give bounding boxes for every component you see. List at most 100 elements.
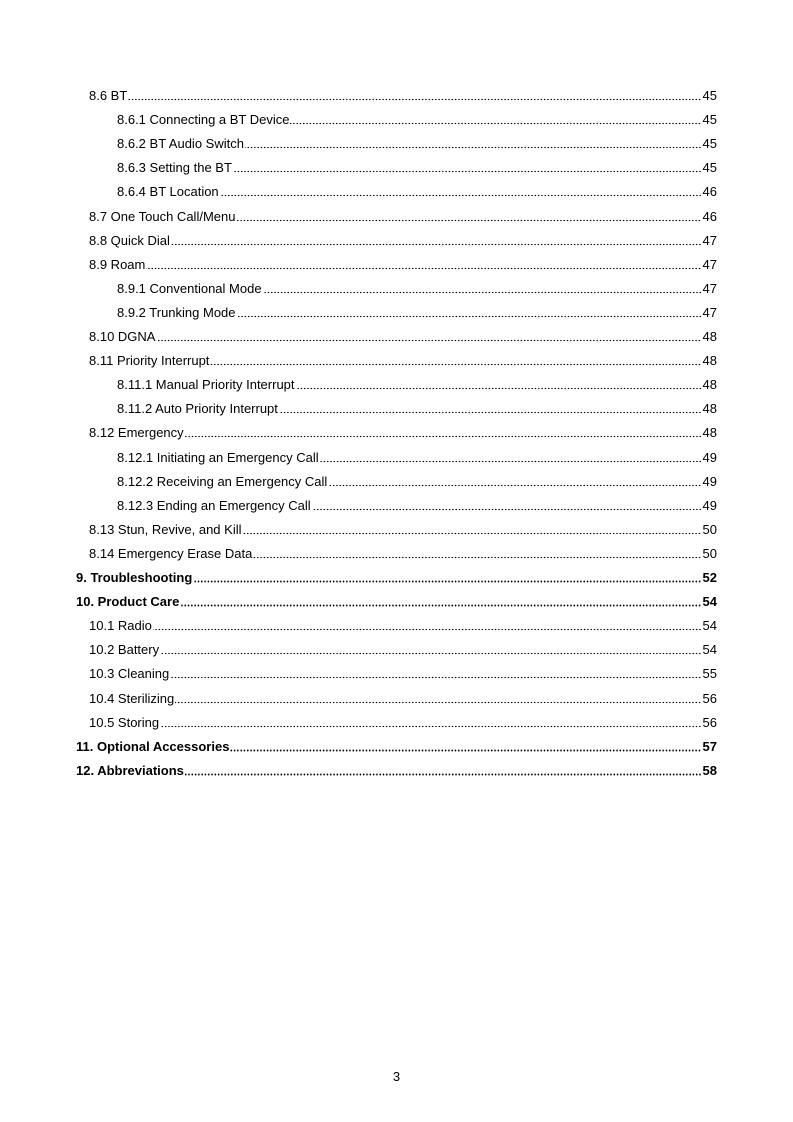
- toc-entry-title: 8.9.2 Trunking Mode: [117, 304, 236, 320]
- dot-leader: [210, 363, 702, 367]
- toc-entry-title: 8.6 BT: [89, 88, 128, 103]
- toc-entry-title: 8.12 Emergency: [89, 425, 184, 441]
- toc-entry[interactable]: 8.6 BT 45: [89, 86, 717, 104]
- toc-entry-title: 12. Abbreviations: [76, 762, 184, 778]
- toc-entry-page: 47: [702, 256, 717, 272]
- toc-entry-title: 8.7 One Touch Call/Menu: [89, 208, 236, 224]
- toc-entry-page: 45: [702, 112, 717, 128]
- toc-entry-page: 50: [702, 521, 717, 537]
- dot-leader: [180, 604, 702, 608]
- toc-entry[interactable]: 8.8 Quick Dial 47: [89, 231, 717, 249]
- toc-entry[interactable]: 8.6.3 Setting the BT 45: [117, 158, 717, 176]
- dot-leader: [328, 483, 702, 487]
- toc-entry[interactable]: 10.1 Radio 54: [89, 616, 717, 634]
- toc-entry-page: 46: [702, 184, 717, 200]
- toc-entry[interactable]: 8.9.2 Trunking Mode 47: [117, 303, 717, 321]
- toc-entry[interactable]: 9. Troubleshooting 52: [76, 568, 717, 586]
- toc-entry[interactable]: 8.9.1 Conventional Mode 47: [117, 279, 717, 297]
- toc-entry[interactable]: 8.12 Emergency 48: [89, 423, 717, 441]
- toc-entry-title: 10.1 Radio: [89, 618, 152, 634]
- toc-entry[interactable]: 8.6.4 BT Location 46: [117, 182, 717, 200]
- toc-entry-page: 47: [702, 232, 717, 248]
- toc-entry-page: 54: [702, 618, 717, 634]
- toc-entry-title: 8.13 Stun, Revive, and Kill: [89, 521, 242, 537]
- dot-leader: [219, 194, 702, 198]
- dot-leader: [236, 314, 702, 318]
- page-number: 3: [392, 1069, 401, 1084]
- dot-leader: [253, 555, 702, 559]
- toc-entry[interactable]: 8.11.1 Manual Priority Interrupt 48: [117, 375, 717, 393]
- toc-entry[interactable]: 8.9 Roam 47: [89, 255, 717, 273]
- dot-leader: [175, 700, 702, 704]
- toc-entry[interactable]: 8.6.2 BT Audio Switch 45: [117, 134, 717, 152]
- toc-entry[interactable]: 8.12.2 Receiving an Emergency Call 49: [117, 472, 717, 490]
- toc-entry-page: 45: [702, 136, 717, 152]
- toc-entry-page: 55: [702, 666, 717, 682]
- toc-entry-page: 56: [702, 714, 717, 730]
- toc-entry-title: 8.6.2 BT Audio Switch: [117, 136, 244, 152]
- toc-entry-page: 54: [702, 642, 717, 658]
- toc-entry-title: 8.12.3 Ending an Emergency Call: [117, 497, 311, 513]
- dot-leader: [290, 122, 702, 126]
- toc-entry-page: 48: [702, 353, 717, 369]
- toc-entry-title: 8.11.1 Manual Priority Interrupt: [117, 377, 295, 393]
- toc-entry-title: 10.3 Cleaning: [89, 666, 170, 682]
- toc-entry-title: 10. Product Care: [76, 594, 180, 610]
- toc-entry-page: 46: [702, 208, 717, 224]
- toc-entry-title: 8.12.2 Receiving an Emergency Call: [117, 473, 328, 489]
- toc-entry[interactable]: 8.14 Emergency Erase Data 50: [89, 544, 717, 562]
- dot-leader: [311, 507, 702, 511]
- dot-leader: [146, 266, 702, 270]
- dot-leader: [156, 339, 702, 342]
- toc-entry-title: 10.5 Storing: [89, 714, 160, 730]
- toc-entry[interactable]: 11. Optional Accessories 57: [76, 737, 717, 755]
- toc-entry-title: 8.9 Roam: [89, 256, 146, 272]
- toc-entry-title: 8.6.1 Connecting a BT Device: [117, 112, 290, 128]
- toc-entry-title: 11. Optional Accessories: [76, 738, 230, 754]
- dot-leader: [170, 676, 702, 680]
- toc-entry[interactable]: 10.2 Battery 54: [89, 640, 717, 658]
- dot-leader: [278, 411, 702, 415]
- toc-entry-page: 49: [702, 449, 717, 465]
- dot-leader: [232, 170, 702, 174]
- toc-entry[interactable]: 8.12.3 Ending an Emergency Call 49: [117, 496, 717, 514]
- dot-leader: [193, 580, 702, 583]
- toc-entry-page: 47: [702, 280, 717, 296]
- toc-entry-title: 8.12.1 Initiating an Emergency Call: [117, 449, 319, 465]
- toc-entry-page: 48: [702, 425, 717, 441]
- toc-entry-page: 45: [702, 160, 717, 176]
- toc-entry-page: 45: [702, 88, 717, 103]
- dot-leader: [160, 652, 702, 656]
- toc-entry-page: 49: [702, 473, 717, 489]
- toc-entry[interactable]: 10.3 Cleaning 55: [89, 664, 717, 682]
- toc-entry-title: 8.14 Emergency Erase Data: [89, 545, 253, 561]
- toc-entry[interactable]: 10.5 Storing 56: [89, 713, 717, 731]
- dot-leader: [152, 628, 702, 632]
- toc-entry[interactable]: 10. Product Care 54: [76, 592, 717, 610]
- toc-entry-page: 47: [702, 304, 717, 320]
- toc-entry-title: 8.11 Priority Interrupt: [89, 353, 210, 369]
- toc-entry-title: 10.4 Sterilizing: [89, 690, 175, 706]
- toc-entry[interactable]: 8.11 Priority Interrupt 48: [89, 351, 717, 369]
- toc-entry-page: 48: [702, 401, 717, 417]
- toc-entry[interactable]: 12. Abbreviations 58: [76, 761, 717, 779]
- dot-leader: [236, 218, 702, 222]
- dot-leader: [262, 290, 702, 294]
- toc-entry[interactable]: 8.12.1 Initiating an Emergency Call 49: [117, 448, 717, 466]
- dot-leader: [160, 724, 702, 728]
- toc-entry[interactable]: 8.10 DGNA 48: [89, 327, 717, 345]
- dot-leader: [319, 459, 702, 463]
- toc-entry[interactable]: 10.4 Sterilizing 56: [89, 689, 717, 707]
- toc-entry[interactable]: 8.11.2 Auto Priority Interrupt 48: [117, 399, 717, 417]
- toc-entry-title: 8.9.1 Conventional Mode: [117, 280, 262, 296]
- toc-entry-title: 8.8 Quick Dial: [89, 232, 170, 248]
- dot-leader: [295, 387, 702, 391]
- dot-leader: [170, 242, 702, 246]
- toc-entry-title: 8.10 DGNA: [89, 329, 156, 344]
- toc-entry-page: 57: [702, 738, 717, 754]
- dot-leader: [242, 531, 702, 535]
- toc-entry[interactable]: 8.7 One Touch Call/Menu 46: [89, 207, 717, 225]
- toc-entry-page: 52: [702, 570, 717, 585]
- toc-entry[interactable]: 8.13 Stun, Revive, and Kill 50: [89, 520, 717, 538]
- toc-entry[interactable]: 8.6.1 Connecting a BT Device 45: [117, 110, 717, 128]
